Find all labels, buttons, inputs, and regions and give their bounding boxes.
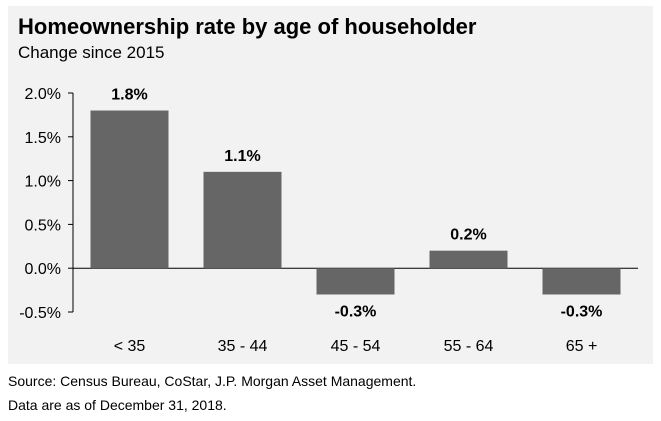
- data-label: 0.2%: [450, 227, 486, 244]
- date-note: Data are as of December 31, 2018.: [8, 397, 227, 413]
- y-tick-label: 0.0%: [25, 261, 61, 278]
- y-tick-label: 2.0%: [25, 86, 61, 103]
- x-tick-label: < 35: [114, 338, 146, 355]
- x-tick-label: 45 - 54: [331, 338, 381, 355]
- bar: [542, 268, 621, 295]
- bar-chart: -0.5% 0.0% 0.5% 1.0% 1.5% 2.0% 1.8% < 35 1.1% 35 …: [19, 86, 638, 355]
- x-tick-label: 35 - 44: [218, 338, 268, 355]
- data-label: 1.1%: [224, 148, 260, 165]
- data-label: -0.3%: [335, 303, 377, 320]
- y-tick-label: 1.5%: [25, 130, 61, 147]
- chart-subtitle: Change since 2015: [18, 43, 165, 62]
- y-tick-label: 0.5%: [25, 217, 61, 234]
- y-tick-label: 1.0%: [25, 174, 61, 191]
- x-tick-label: 65 +: [566, 338, 598, 355]
- data-label: -0.3%: [561, 303, 603, 320]
- y-tick-label: -0.5%: [19, 305, 61, 322]
- chart-panel: Homeownership rate by age of householder…: [8, 6, 653, 364]
- bar: [429, 250, 508, 269]
- bar: [90, 110, 169, 269]
- x-tick-label: 55 - 64: [444, 338, 494, 355]
- chart-title: Homeownership rate by age of householder: [18, 14, 477, 39]
- data-label: 1.8%: [111, 87, 147, 104]
- bar: [316, 268, 395, 295]
- bar: [203, 171, 282, 269]
- source-note: Source: Census Bureau, CoStar, J.P. Morg…: [8, 373, 417, 389]
